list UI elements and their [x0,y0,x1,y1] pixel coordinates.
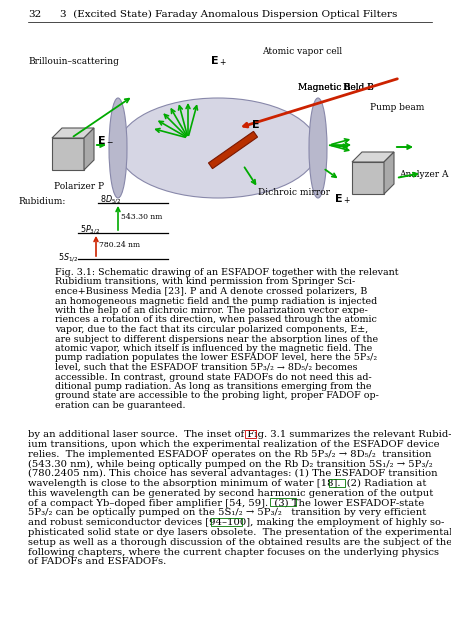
Text: $5S_{1/2}$: $5S_{1/2}$ [58,251,78,264]
Text: B: B [342,83,350,92]
Text: 5P₃/₂ can be optically pumped on the 5S₁/₂ → 5P₃/₂   transition by very efficien: 5P₃/₂ can be optically pumped on the 5S₁… [28,508,425,517]
Text: setup as well as a thorough discussion of the obtained results are the subject o: setup as well as a thorough discussion o… [28,538,451,547]
Polygon shape [383,152,393,194]
Text: of a compact Yb–doped fiber amplifier [54, 59].  (3) The lower ESFADOF-state: of a compact Yb–doped fiber amplifier [5… [28,499,423,508]
Text: $5P_{3/2}$: $5P_{3/2}$ [80,223,100,236]
Text: Rubidium transitions, with kind permission from Springer Sci-: Rubidium transitions, with kind permissi… [55,278,354,287]
Text: by an additional laser source.  The inset of Fig. 3.1 summarizes the relevant Ru: by an additional laser source. The inset… [28,430,451,439]
Text: Atomic vapor cell: Atomic vapor cell [262,47,341,56]
Text: relies.  The implemented ESFADOF operates on the Rb 5P₃/₂ → 8D₅/₂  transition: relies. The implemented ESFADOF operates… [28,449,431,459]
Bar [351,162,383,194]
Bar [52,138,84,170]
Text: 543.30 nm: 543.30 nm [121,213,162,221]
Text: an homogeneous magnetic field and the pump radiation is injected: an homogeneous magnetic field and the pu… [55,296,377,305]
Text: with the help of an dichroic mirror. The polarization vector expe-: with the help of an dichroic mirror. The… [55,306,367,315]
Bar [328,479,344,486]
Text: Polarizer P: Polarizer P [54,182,104,191]
Polygon shape [84,128,94,170]
Text: 780.24 nm: 780.24 nm [99,241,140,249]
Text: 3  (Excited State) Faraday Anomalous Dispersion Optical Filters: 3 (Excited State) Faraday Anomalous Disp… [60,10,396,19]
Text: Pump beam: Pump beam [369,103,423,112]
Text: Analyzer A: Analyzer A [398,170,447,179]
Bar [211,518,241,525]
Text: $\mathbf{E}_+$: $\mathbf{E}_+$ [333,192,350,206]
Polygon shape [52,128,94,138]
Text: atomic vapor, which itself is influenced by the magnetic field. The: atomic vapor, which itself is influenced… [55,344,372,353]
Text: ground state are accessible to the probing light, proper FADOF op-: ground state are accessible to the probi… [55,392,378,401]
Text: and robust semiconductor devices [94–100], making the employment of highly so-: and robust semiconductor devices [94–100… [28,518,443,527]
Text: (543.30 nm), while being optically pumped on the Rb D₂ transition 5S₁/₂ → 5P₃/₂: (543.30 nm), while being optically pumpe… [28,460,432,468]
Text: (780.2405 nm). This choice has several advantages: (1) The ESFADOF transition: (780.2405 nm). This choice has several a… [28,469,437,478]
Ellipse shape [109,98,127,198]
Text: vapor, due to the fact that its circular polarized components, E±,: vapor, due to the fact that its circular… [55,325,368,334]
Text: pump radiation populates the lower ESFADOF level, here the 5P₃/₂: pump radiation populates the lower ESFAD… [55,353,376,362]
Text: Brillouin–scattering: Brillouin–scattering [28,57,119,66]
Text: $\mathbf{E}_-$: $\mathbf{E}_-$ [97,135,114,145]
Ellipse shape [118,98,318,198]
Text: of FADOFs and ESFADOFs.: of FADOFs and ESFADOFs. [28,557,166,566]
Text: Magnetic field B: Magnetic field B [297,83,373,92]
Text: following chapters, where the current chapter focuses on the underlying physics: following chapters, where the current ch… [28,548,438,557]
Text: eration can be guaranteed.: eration can be guaranteed. [55,401,185,410]
Text: phisticated solid state or dye lasers obsolete.  The presentation of the experim: phisticated solid state or dye lasers ob… [28,528,451,537]
Bar [244,429,255,438]
Text: Rubidium:: Rubidium: [18,197,65,206]
Text: wavelength is close to the absorption minimum of water [18].  (2) Radiation at: wavelength is close to the absorption mi… [28,479,425,488]
Text: riences a rotation of its direction, when passed through the atomic: riences a rotation of its direction, whe… [55,316,376,324]
Ellipse shape [308,98,326,198]
Text: accessible. In contrast, ground state FADOFs do not need this ad-: accessible. In contrast, ground state FA… [55,372,371,381]
Text: Dichroic mirror: Dichroic mirror [258,188,329,197]
Text: Magnetic field B: Magnetic field B [297,83,373,92]
Text: ium transitions, upon which the experimental realization of the ESFADOF device: ium transitions, upon which the experime… [28,440,439,449]
Text: $\mathbf{E}$: $\mathbf{E}$ [250,118,259,130]
Text: 32: 32 [28,10,41,19]
Text: ence+Business Media [23]. P and A denote crossed polarizers, B: ence+Business Media [23]. P and A denote… [55,287,367,296]
Polygon shape [208,131,257,169]
Text: are subject to different dispersions near the absorption lines of the: are subject to different dispersions nea… [55,335,377,344]
Polygon shape [351,152,393,162]
Text: ditional pump radiation. As long as transitions emerging from the: ditional pump radiation. As long as tran… [55,382,371,391]
Text: this wavelength can be generated by second harmonic generation of the output: this wavelength can be generated by seco… [28,489,433,498]
Text: level, such that the ESFADOF transition 5P₃/₂ → 8D₅/₂ becomes: level, such that the ESFADOF transition … [55,363,357,372]
Text: $8D_{5/2}$: $8D_{5/2}$ [100,193,121,206]
Text: Fig. 3.1: Schematic drawing of an ESFADOF together with the relevant: Fig. 3.1: Schematic drawing of an ESFADO… [55,268,398,277]
Text: $\mathbf{E}_+$: $\mathbf{E}_+$ [210,54,226,68]
Bar [269,498,295,506]
